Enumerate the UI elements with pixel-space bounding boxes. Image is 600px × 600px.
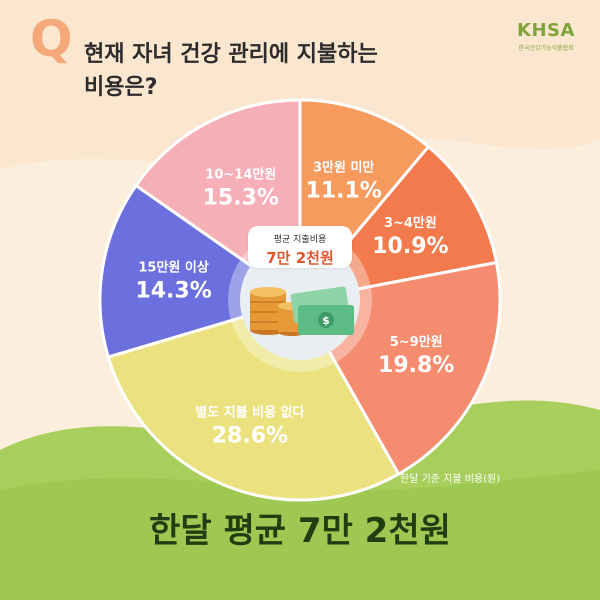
headline-prefix: 한달 평균 bbox=[149, 511, 287, 551]
logo-text: KHSA bbox=[517, 20, 575, 41]
banknote-icon: $ bbox=[290, 286, 354, 335]
average-cost-label: 평균 지출비용 bbox=[273, 235, 327, 245]
slice-category-label: 별도 지불 비용 없다 bbox=[195, 404, 304, 420]
slice-category-label: 3만원 미만 bbox=[313, 160, 374, 176]
slice-category-label: 5~9만원 bbox=[390, 334, 443, 350]
question-mark-letter: Q bbox=[30, 10, 73, 68]
khsa-logo: KHSA 한국건강기능식품협회 bbox=[508, 20, 584, 53]
average-cost-value: 7만 2천원 bbox=[266, 249, 334, 267]
average-cost-badge: 평균 지출비용 7만 2천원 bbox=[248, 226, 352, 268]
slice-category-label: 10~14만원 bbox=[205, 167, 276, 183]
question-title: 현재 자녀 건강 관리에 지불하는 비용은? bbox=[84, 42, 378, 100]
slice-percent-label: 15.3% bbox=[203, 186, 279, 211]
slice-percent-label: 19.8% bbox=[378, 353, 454, 378]
svg-text:$: $ bbox=[322, 314, 330, 327]
slice-percent-label: 11.1% bbox=[306, 179, 382, 204]
headline: 한달 평균 7만 2천원 bbox=[0, 514, 600, 548]
headline-value: 7만 2천원 bbox=[297, 511, 451, 551]
slice-percent-label: 28.6% bbox=[212, 423, 288, 448]
slice-category-label: 3~4만원 bbox=[384, 215, 437, 231]
slice-percent-label: 14.3% bbox=[135, 279, 211, 304]
slice-percent-label: 10.9% bbox=[372, 234, 448, 259]
unit-note: 한달 기준 지불 비용(원) bbox=[400, 474, 501, 485]
logo-subtitle: 한국건강기능식품협회 bbox=[518, 45, 574, 52]
slice-category-label: 15만원 이상 bbox=[138, 260, 208, 276]
